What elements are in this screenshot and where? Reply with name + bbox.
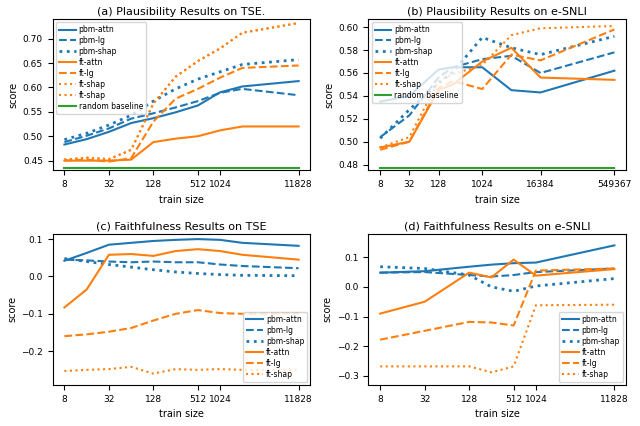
Title: (a) Plausibility Results on TSE.: (a) Plausibility Results on TSE. [97, 7, 266, 17]
Y-axis label: score: score [323, 296, 333, 322]
X-axis label: train size: train size [475, 409, 520, 419]
Y-axis label: score: score [324, 82, 335, 108]
X-axis label: train size: train size [159, 409, 204, 419]
Y-axis label: score: score [7, 296, 17, 322]
Legend: pbm-attn, pbm-lg, pbm-shap, ft-attn, ft-lg, ft-shap: pbm-attn, pbm-lg, pbm-shap, ft-attn, ft-… [559, 312, 623, 382]
Title: (d) Faithfulness Results on e-SNLI: (d) Faithfulness Results on e-SNLI [404, 222, 591, 231]
Legend: pbm-attn, pbm-lg, pbm-shap, ft-attn, ft-lg, ft-shap: pbm-attn, pbm-lg, pbm-shap, ft-attn, ft-… [243, 312, 307, 382]
Y-axis label: score: score [9, 82, 19, 108]
X-axis label: train size: train size [475, 195, 520, 204]
Legend: pbm-attn, pbm-lg, pbm-shap, ft-attn, ft-lg, ft-shap, ft-shap, random baseline: pbm-attn, pbm-lg, pbm-shap, ft-attn, ft-… [56, 22, 146, 114]
Title: (b) Plausibility Results on e-SNLI: (b) Plausibility Results on e-SNLI [408, 7, 588, 17]
Legend: pbm-attn, pbm-lg, pbm-shap, ft-attn, ft-lg, ft-shap, random baseline: pbm-attn, pbm-lg, pbm-shap, ft-attn, ft-… [372, 22, 462, 103]
Title: (c) Faithfulness Results on TSE: (c) Faithfulness Results on TSE [96, 222, 267, 231]
X-axis label: train size: train size [159, 195, 204, 204]
